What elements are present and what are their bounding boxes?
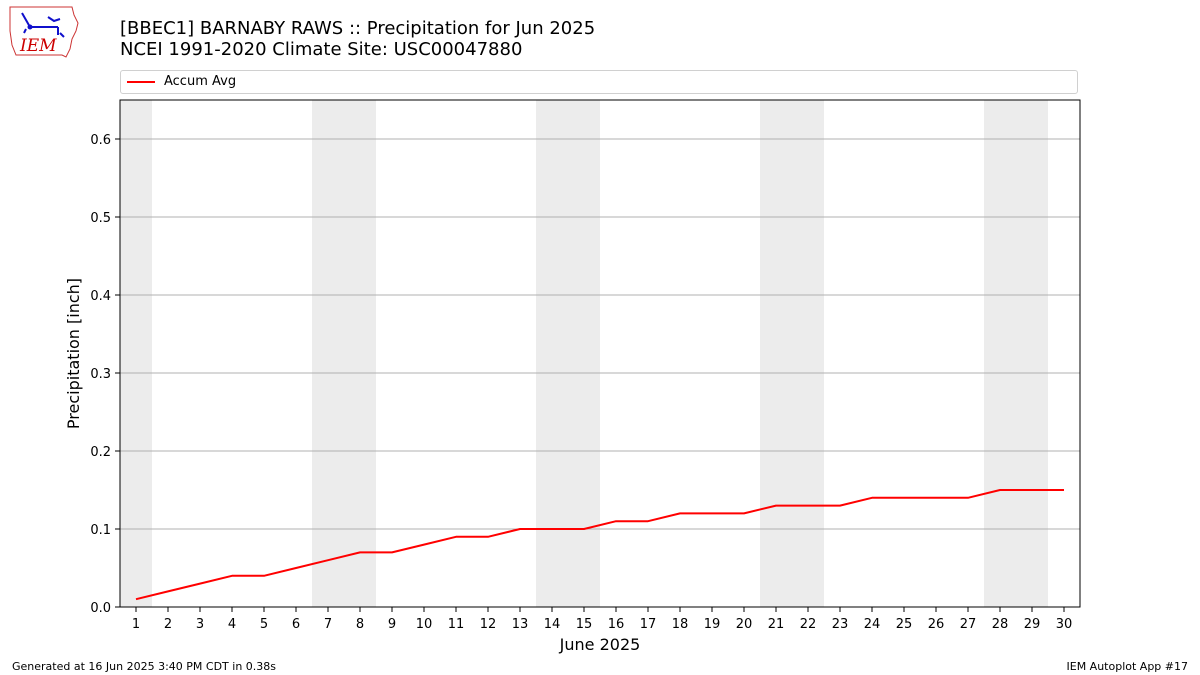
x-tick-label: 20 <box>736 617 753 632</box>
x-tick-label: 5 <box>260 617 268 632</box>
y-tick-label: 0.6 <box>90 133 111 148</box>
grid-lines <box>120 138 1080 608</box>
weekend-band <box>792 100 824 607</box>
x-tick-label: 4 <box>228 617 236 632</box>
x-tick-label: 17 <box>640 617 657 632</box>
weekend-band <box>536 100 568 607</box>
iowa-outline-icon <box>9 6 79 58</box>
weekend-band <box>1016 100 1048 607</box>
y-axis-ticks: 0.0 0.1 0.2 0.3 0.4 0.5 0.6 <box>90 133 120 616</box>
weather-symbols-icon <box>21 12 65 38</box>
x-tick-label: 27 <box>960 617 977 632</box>
x-tick-label: 19 <box>704 617 721 632</box>
y-tick-label: 0.1 <box>90 523 111 538</box>
x-tick-label: 3 <box>196 617 204 632</box>
chart-title-line1: [BBEC1] BARNABY RAWS :: Precipitation fo… <box>120 18 596 39</box>
weekend-band <box>760 100 792 607</box>
x-tick-label: 18 <box>672 617 689 632</box>
x-tick-label: 29 <box>1024 617 1041 632</box>
x-tick-label: 9 <box>388 617 396 632</box>
x-tick-label: 22 <box>800 617 817 632</box>
x-tick-label: 1 <box>132 617 140 632</box>
legend-swatch-accum-avg <box>127 81 155 83</box>
x-tick-label: 21 <box>768 617 785 632</box>
weekend-band <box>120 100 152 607</box>
y-tick-label: 0.5 <box>90 211 111 226</box>
x-tick-label: 30 <box>1056 617 1073 632</box>
footer-generated: Generated at 16 Jun 2025 3:40 PM CDT in … <box>12 660 277 673</box>
y-axis-label: Precipitation [inch] <box>64 278 83 429</box>
y-tick-label: 0.3 <box>90 367 111 382</box>
x-tick-label: 14 <box>544 617 561 632</box>
x-tick-label: 13 <box>512 617 529 632</box>
logo-text: IEM <box>19 36 57 56</box>
y-tick-label: 0.4 <box>90 289 111 304</box>
x-tick-label: 25 <box>896 617 913 632</box>
x-axis-ticks: 1 2 3 4 5 6 7 8 9 10 11 12 13 14 15 16 17 18 19 20 21 22 23 24 2… <box>132 607 1072 632</box>
x-tick-label: 12 <box>480 617 497 632</box>
chart-title: [BBEC1] BARNABY RAWS :: Precipitation fo… <box>120 18 595 60</box>
x-tick-label: 10 <box>416 617 433 632</box>
x-tick-label: 7 <box>324 617 332 632</box>
y-tick-label: 0.2 <box>90 445 111 460</box>
plot-frame <box>119 99 1081 608</box>
y-tick-label: 0.0 <box>90 601 111 616</box>
iem-logo: IEM <box>9 6 79 58</box>
x-tick-label: 8 <box>356 617 364 632</box>
station-dot-icon <box>27 24 33 30</box>
chart-title-line2: NCEI 1991-2020 Climate Site: USC00047880 <box>120 39 523 60</box>
legend-label-accum-avg: Accum Avg <box>164 74 237 89</box>
weekend-band <box>344 100 376 607</box>
weekend-shading <box>120 100 1048 607</box>
x-tick-label: 24 <box>864 617 881 632</box>
x-tick-label: 6 <box>292 617 300 632</box>
weekend-band <box>984 100 1016 607</box>
x-tick-label: 26 <box>928 617 945 632</box>
x-axis-label: June 2025 <box>559 635 641 654</box>
legend: Accum Avg <box>120 70 1078 94</box>
x-tick-label: 2 <box>164 617 172 632</box>
series-line-accum-avg <box>135 489 1064 601</box>
x-tick-label: 16 <box>608 617 625 632</box>
x-tick-label: 28 <box>992 617 1009 632</box>
series-layer <box>135 489 1064 601</box>
footer-app: IEM Autoplot App #17 <box>1066 660 1189 673</box>
x-tick-label: 11 <box>448 617 465 632</box>
weekend-band <box>568 100 600 607</box>
x-tick-label: 15 <box>576 617 593 632</box>
x-tick-label: 23 <box>832 617 849 632</box>
weekend-band <box>312 100 344 607</box>
